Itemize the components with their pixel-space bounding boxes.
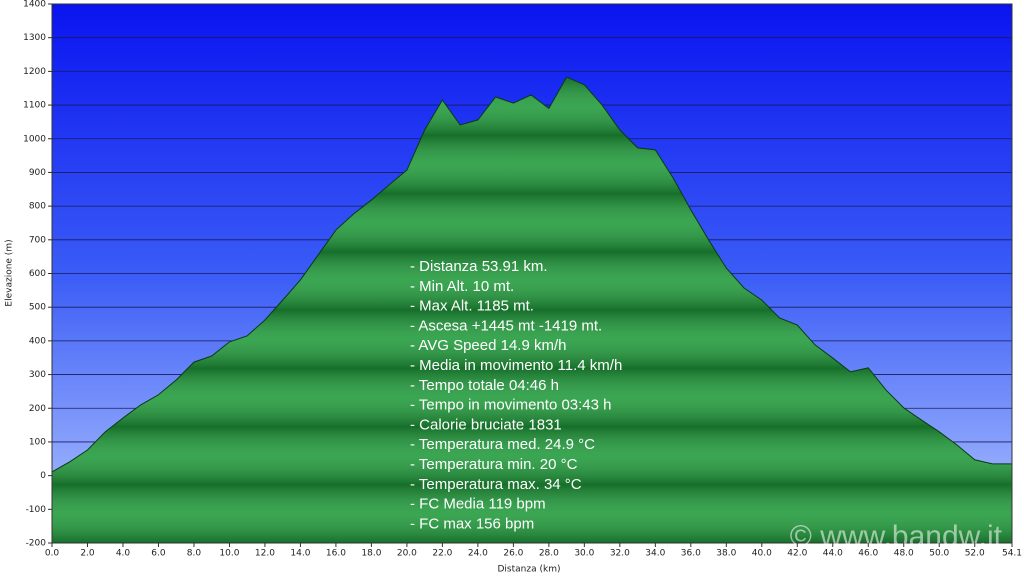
annotation: - Distanza 53.91 km. [410,258,548,275]
annotation: - Temperatura med. 24.9 °C [410,436,595,453]
x-tick-label: 16.0 [326,549,346,559]
x-tick-label: 28.0 [539,549,559,559]
y-tick-label: -200 [26,539,47,549]
x-tick-label: 18.0 [361,549,381,559]
x-tick-label: 30.0 [574,549,594,559]
annotation: - FC max 156 bpm [410,515,534,532]
y-axis-label: Elevazione (m) [5,239,15,306]
x-tick-label: 48.0 [894,549,914,559]
x-tick-label: 6.0 [151,549,166,559]
x-tick-label: 0.0 [45,549,60,559]
x-tick-label: 10.0 [219,549,239,559]
area-bands [52,77,1012,544]
x-tick-label: 8.0 [187,549,202,559]
y-tick-label: 500 [29,303,46,313]
annotation: - FC Media 119 bpm [410,496,546,513]
y-tick-label: 900 [29,168,46,178]
y-tick-label: 1200 [23,67,46,77]
y-tick-label: 400 [29,336,46,346]
x-tick-label: 22.0 [432,549,452,559]
x-tick-label: 54.1 [1002,549,1022,559]
x-tick-label: 34.0 [645,549,665,559]
x-tick-label: 38.0 [716,549,736,559]
x-tick-label: 52.0 [965,549,985,559]
y-tick-label: 200 [29,404,46,414]
annotation: - Min Alt. 10 mt. [410,278,514,295]
y-tick-label: 300 [29,370,46,380]
y-tick-label: 600 [29,269,46,279]
annotation: - Ascesa +1445 mt -1419 mt. [410,317,602,334]
x-tick-label: 50.0 [929,549,949,559]
y-tick-label: 1000 [23,134,46,144]
y-tick-label: 100 [29,437,46,447]
area-line [51,76,1012,473]
x-tick-label: 26.0 [503,549,523,559]
x-tick-label: 12.0 [255,549,275,559]
annotation: - Tempo totale 04:46 h [410,377,559,394]
y-tick-label: -100 [26,505,47,515]
annotation: - Temperatura min. 20 °C [410,456,578,473]
x-tick-label: 42.0 [787,549,807,559]
watermark: © www.bandw.it [790,520,1003,553]
x-tick-label: 24.0 [468,549,488,559]
annotation: - Media in movimento 11.4 km/h [410,357,622,374]
y-tick-label: 1400 [23,0,46,10]
y-tick-label: 0 [40,471,46,481]
y-tick-label: 1300 [23,33,46,43]
x-axis-label: Distanza (km) [498,565,561,575]
annotation: - Temperatura max. 34 °C [410,476,582,493]
x-tick-label: 46.0 [858,549,878,559]
x-tick-label: 14.0 [290,549,310,559]
x-tick-label: 32.0 [610,549,630,559]
x-tick-label: 44.0 [823,549,843,559]
y-tick-label: 1100 [23,101,46,111]
x-tick-label: 20.0 [397,549,417,559]
annotation: - AVG Speed 14.9 km/h [410,337,566,354]
annotation: - Max Alt. 1185 mt. [410,298,534,315]
annotation: - Calorie bruciate 1831 [410,416,562,433]
y-tick-label: 700 [29,235,46,245]
annotation: - Tempo in movimento 03:43 h [410,397,612,414]
y-tick-label: 800 [29,202,46,212]
x-tick-label: 2.0 [80,549,95,559]
x-tick-label: 4.0 [116,549,131,559]
x-tick-label: 36.0 [681,549,701,559]
x-tick-label: 40.0 [752,549,772,559]
